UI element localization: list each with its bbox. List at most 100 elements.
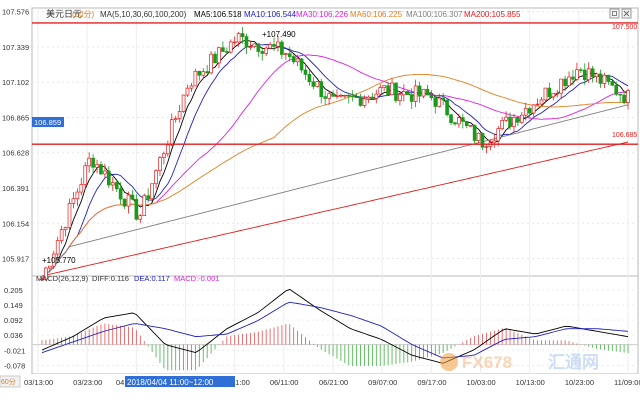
candle-body xyxy=(433,97,438,107)
candle-body xyxy=(362,98,367,106)
candle-body xyxy=(555,92,560,95)
candle-body xyxy=(445,99,449,116)
candle-body xyxy=(535,103,540,106)
candle-body xyxy=(303,69,308,75)
candle-body xyxy=(405,91,410,95)
candle-body xyxy=(162,153,166,158)
moving-average-lines xyxy=(41,39,629,280)
candle-body xyxy=(413,85,418,102)
macd-y-tick-label: 0.205 xyxy=(4,286,23,295)
candle-body xyxy=(331,93,335,97)
low-annotation: +105.770 xyxy=(42,256,76,265)
price-tag: 106.859 xyxy=(32,117,64,127)
candle-body xyxy=(280,41,284,55)
candle-body xyxy=(602,74,607,84)
candle-body xyxy=(590,68,595,77)
support-label: 106.685 xyxy=(612,132,637,139)
candle-body xyxy=(370,96,375,99)
candle-body xyxy=(441,97,445,101)
candle-body xyxy=(606,74,611,82)
period-label: (60分) xyxy=(72,10,95,19)
candle-body xyxy=(91,157,95,168)
candle-body xyxy=(95,164,99,168)
ma-line xyxy=(41,39,629,280)
x-tick-label: 03/13:00 xyxy=(24,378,53,387)
candle-body xyxy=(398,94,402,101)
x-tick-label: 09/17:00 xyxy=(417,378,446,387)
restore-glyph xyxy=(612,11,617,16)
y-tick-label: 106.628 xyxy=(2,149,29,158)
close-glyph xyxy=(623,10,630,17)
candle-body xyxy=(44,267,48,280)
macd-y-tick-label: 0.092 xyxy=(4,316,23,325)
grid xyxy=(32,8,638,374)
candle-body xyxy=(110,182,115,186)
macd-y-tick-label: 0.036 xyxy=(4,331,23,340)
candle-body xyxy=(79,184,84,193)
candle-body xyxy=(378,87,383,95)
candle-body xyxy=(523,108,528,116)
candle-body xyxy=(492,140,497,144)
candle-body xyxy=(594,73,599,77)
candle-body xyxy=(429,94,434,99)
macd-y-axis-ticks: 0.205 0.149 0.092 0.036 -0.021 -0.078 xyxy=(4,286,25,370)
candle-body xyxy=(248,46,253,48)
watermark-brand: FX678 xyxy=(462,353,512,372)
watermark-cn: 汇通网 xyxy=(548,353,599,372)
candle-body xyxy=(193,70,198,87)
candle-body xyxy=(264,47,268,54)
macd-params-label: MACD(26,12,9) xyxy=(36,274,89,283)
candle-body xyxy=(500,120,504,129)
candle-body xyxy=(284,53,288,55)
candle-body xyxy=(626,90,630,103)
candle-body xyxy=(59,229,64,242)
candle-body xyxy=(539,99,544,105)
candle-body xyxy=(276,41,280,47)
candle-body xyxy=(295,58,300,63)
y-tick-label: 107.102 xyxy=(2,78,29,87)
candle-body xyxy=(150,183,154,199)
candle-body xyxy=(374,93,379,99)
period-tag[interactable]: 60分 xyxy=(0,375,21,388)
candle-body xyxy=(571,76,575,80)
main-panel-frame xyxy=(31,7,639,277)
x-tick-label: 04 xyxy=(116,378,124,387)
y-axis-ticks: 107.576 107.339 107.102 106.865 106.628 106.3… xyxy=(2,8,29,264)
panel-controls[interactable] xyxy=(609,8,632,19)
ma100-value: MA100:106.307 xyxy=(406,10,463,19)
candle-body xyxy=(142,195,147,216)
candle-body xyxy=(496,128,501,142)
candle-body xyxy=(177,111,182,119)
candle-body xyxy=(158,157,162,171)
candle-body xyxy=(107,170,111,186)
candle-body xyxy=(181,94,186,112)
y-tick-label: 106.154 xyxy=(2,219,29,228)
candle-body xyxy=(394,82,398,101)
candle-body xyxy=(291,56,296,63)
candle-body xyxy=(547,87,552,98)
candle-body xyxy=(307,74,312,83)
candle-body xyxy=(197,70,202,76)
x-axis-strip xyxy=(0,374,640,400)
restore-icon[interactable] xyxy=(609,8,620,19)
candle-body xyxy=(543,87,548,101)
candle-body xyxy=(272,44,276,47)
candle-body xyxy=(484,146,489,148)
candle-body xyxy=(225,51,229,53)
candle-body xyxy=(520,114,524,123)
ma200-value: MA200:105.855 xyxy=(464,10,521,19)
candle-body xyxy=(55,240,60,255)
candle-body xyxy=(166,144,170,155)
candle-body xyxy=(51,253,56,267)
candle-body xyxy=(217,47,221,64)
candle-body xyxy=(299,58,304,71)
candle-body xyxy=(610,81,615,86)
diff-value: DIFF:0.116 xyxy=(92,274,129,283)
candle-body xyxy=(339,95,343,97)
y-tick-label: 106.391 xyxy=(2,184,29,193)
symbol-label: 美元日元 xyxy=(46,8,82,19)
candle-body xyxy=(146,195,150,199)
x-tick-label: 03/23:00 xyxy=(73,378,102,387)
ma60-value: MA60:106.225 xyxy=(350,10,403,19)
